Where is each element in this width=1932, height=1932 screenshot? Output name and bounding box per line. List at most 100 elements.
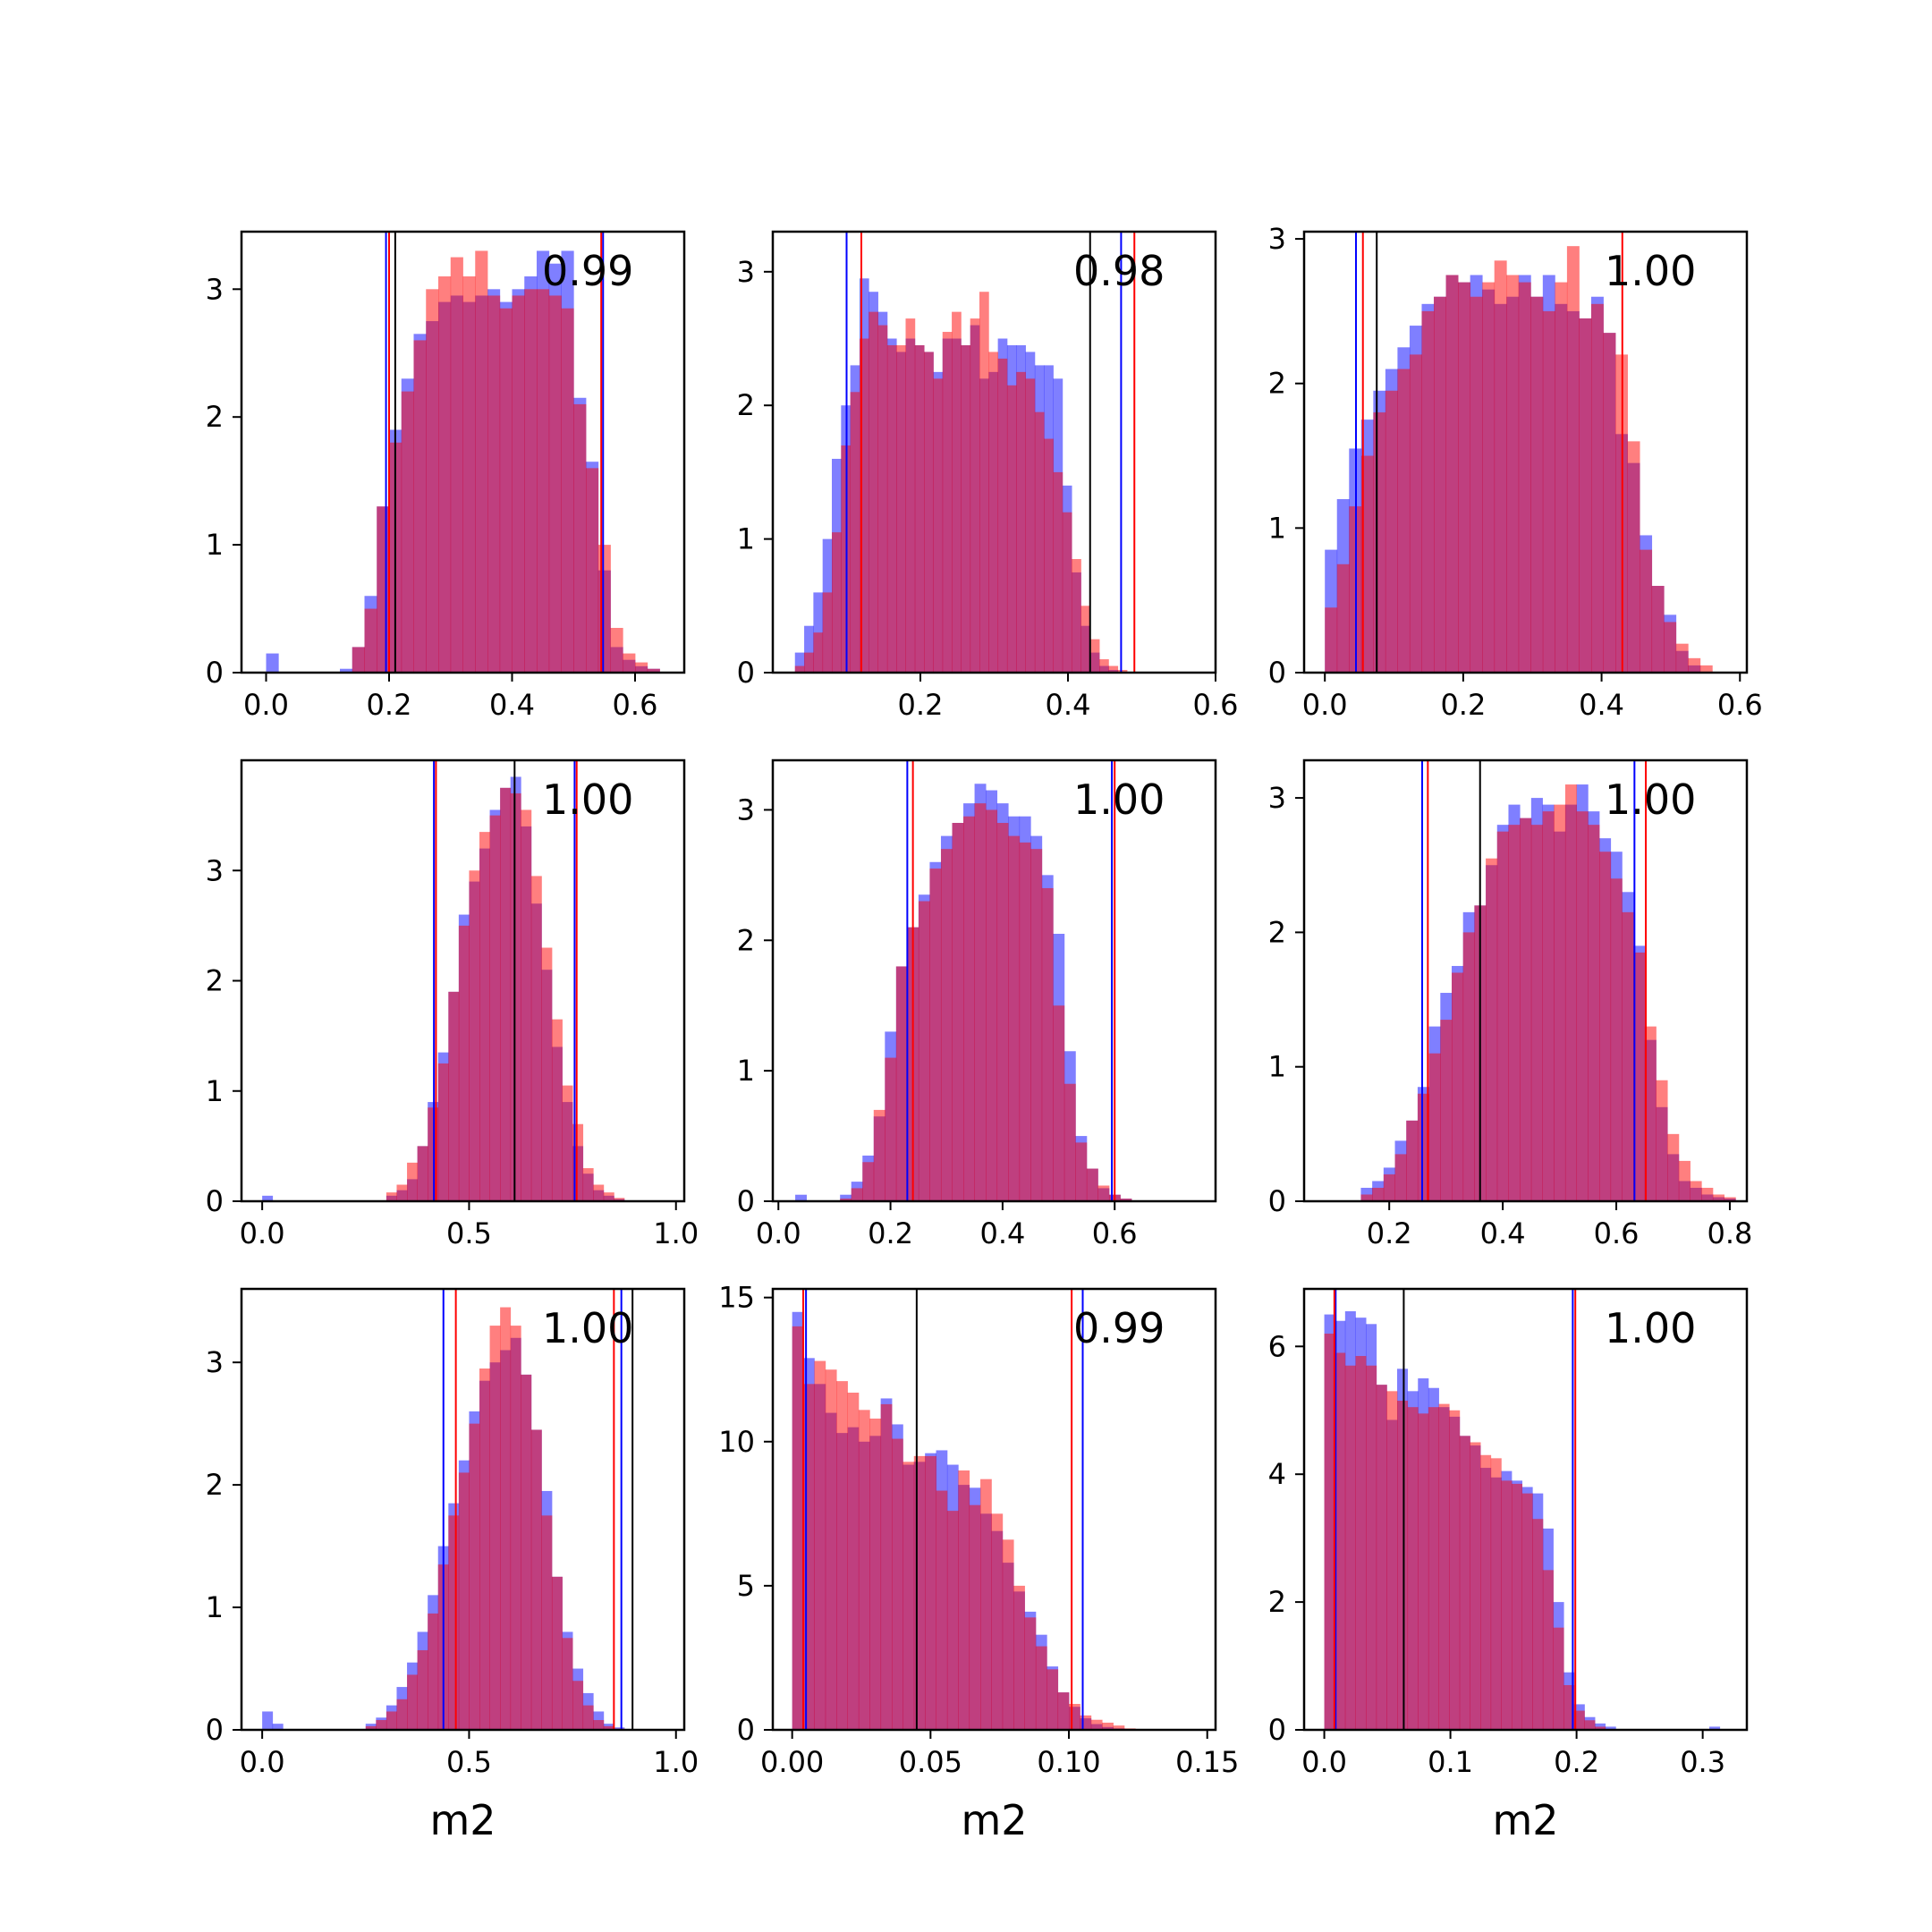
histogram-bar xyxy=(1576,811,1589,1201)
y-tick-label: 1 xyxy=(206,1074,224,1108)
x-tick-label: 0.4 xyxy=(489,688,535,722)
score-annotation: 0.98 xyxy=(1073,247,1165,295)
histogram-bar xyxy=(272,1724,284,1730)
histogram-bar xyxy=(1397,1401,1409,1730)
histogram-bar xyxy=(1511,1483,1523,1730)
histogram-bar xyxy=(803,1384,815,1730)
histogram-bar xyxy=(986,809,998,1201)
y-tick-label: 0 xyxy=(737,656,755,690)
histogram-bar xyxy=(623,653,636,673)
histogram-bar xyxy=(1494,260,1507,673)
histogram-bar xyxy=(858,1410,870,1730)
histogram-bar xyxy=(1709,1726,1721,1730)
x-tick-label: 1.0 xyxy=(653,1745,699,1779)
y-tick-label: 0 xyxy=(737,1184,755,1218)
histogram-bar xyxy=(562,1085,573,1201)
histogram-bar xyxy=(426,289,439,673)
y-tick-label: 1 xyxy=(1268,1050,1286,1084)
histogram-bar xyxy=(1002,1539,1014,1730)
histogram-bar xyxy=(804,652,814,673)
histogram-bar xyxy=(1605,1726,1616,1730)
histogram-bar xyxy=(792,1326,804,1730)
y-tick-label: 0 xyxy=(1268,1713,1286,1747)
histogram-bar xyxy=(896,344,906,673)
x-tick-label: 0.4 xyxy=(1480,1216,1526,1250)
histogram-bar xyxy=(1520,818,1532,1201)
histogram-bar xyxy=(1099,659,1109,673)
histogram-bar xyxy=(925,1455,936,1730)
histogram-bar xyxy=(913,1455,926,1730)
y-tick-label: 2 xyxy=(206,1468,224,1502)
histogram-bar xyxy=(407,1162,419,1201)
histogram-bar xyxy=(946,1511,959,1730)
histogram-bar xyxy=(914,344,925,673)
histogram-bar xyxy=(936,1490,948,1730)
histogram-bar xyxy=(1440,1020,1453,1201)
histogram-bar xyxy=(1532,1519,1544,1730)
histogram-bar xyxy=(469,1423,480,1730)
y-tick-label: 2 xyxy=(206,400,224,434)
histogram-bar xyxy=(450,257,463,673)
histogram-bar xyxy=(1470,296,1483,673)
x-tick-label: 0.15 xyxy=(1175,1745,1239,1779)
histogram-bar xyxy=(988,352,999,673)
x-tick-label: 0.0 xyxy=(756,1216,801,1250)
histogram-bar xyxy=(448,991,460,1201)
histogram-bar xyxy=(1394,1154,1407,1201)
y-tick-label: 3 xyxy=(1268,222,1286,256)
histogram-bar xyxy=(458,925,470,1201)
histogram-bar xyxy=(997,358,1008,673)
histogram-bar xyxy=(836,1381,848,1730)
score-annotation: 1.00 xyxy=(1605,1304,1696,1352)
histogram-bar xyxy=(1417,1093,1430,1201)
histogram-bar xyxy=(407,1674,419,1730)
histogram-bar xyxy=(572,1681,584,1730)
panel-3: 0.0 0.2 0.4 0.6 0 1 2 3 1.00 xyxy=(1268,222,1763,722)
x-axis-label: m2 xyxy=(1492,1796,1558,1844)
histogram-bar xyxy=(537,289,550,673)
histogram-bar xyxy=(979,292,989,673)
axes-frame xyxy=(240,1287,686,1732)
histogram-bar xyxy=(1496,831,1509,1201)
x-tick-label: 0.4 xyxy=(979,1216,1025,1250)
histogram-bar xyxy=(1555,282,1568,673)
histogram-bar xyxy=(794,652,805,673)
histogram-bar xyxy=(469,870,480,1201)
x-tick-label: 0.6 xyxy=(613,688,658,722)
panel-6: 0.2 0.4 0.6 0.8 0 1 2 3 1.00 xyxy=(1268,758,1752,1250)
histogram-bar xyxy=(1117,670,1128,673)
histogram-bar xyxy=(458,1472,470,1730)
histogram-bar xyxy=(1640,549,1653,673)
histogram-bar xyxy=(1034,411,1045,673)
histogram-series-2 xyxy=(1325,246,1713,673)
histogram-bar xyxy=(862,1162,875,1201)
axes-frame xyxy=(1302,1287,1749,1732)
histogram-bar xyxy=(1373,412,1386,673)
histogram-bar xyxy=(794,665,805,673)
x-axis-label: m2 xyxy=(429,1796,496,1844)
x-tick-label: 0.3 xyxy=(1680,1745,1725,1779)
histogram-bar xyxy=(961,344,971,673)
histogram-bar xyxy=(1651,586,1665,673)
histogram-bar xyxy=(1588,825,1600,1201)
histogram-bar xyxy=(1470,1442,1481,1730)
histogram-bar xyxy=(1120,1199,1132,1201)
histogram-bar xyxy=(541,1515,553,1730)
histogram-series-2 xyxy=(386,787,625,1201)
x-tick-label: 0.1 xyxy=(1428,1745,1473,1779)
histogram-bar xyxy=(1542,1570,1554,1730)
y-tick-label: 0 xyxy=(1268,1184,1286,1218)
histogram-bar xyxy=(1486,858,1498,1201)
panel-9: 0.0 0.1 0.2 0.3 0 2 4 6 1.00 m2 xyxy=(1268,1287,1749,1844)
histogram-bar xyxy=(1013,1585,1025,1730)
histogram-bar xyxy=(1566,246,1580,673)
histogram-bar xyxy=(1518,282,1531,673)
histogram-bar xyxy=(1438,1403,1450,1730)
score-annotation: 1.00 xyxy=(1605,775,1696,824)
histogram-bar xyxy=(364,608,377,673)
histogram-bar xyxy=(940,849,953,1201)
histogram-bar xyxy=(1035,1646,1047,1730)
x-tick-label: 0.2 xyxy=(868,1216,913,1250)
histogram-bar xyxy=(1019,842,1031,1201)
